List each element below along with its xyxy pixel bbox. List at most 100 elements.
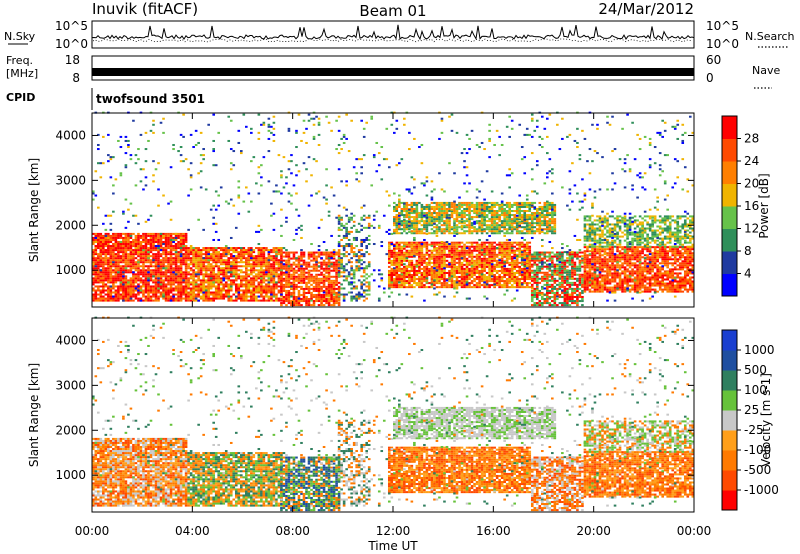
power-cell [157, 238, 160, 241]
power-cell [435, 243, 439, 246]
power-cell [129, 257, 133, 260]
power-cell [500, 245, 504, 248]
power-cell [470, 280, 474, 283]
power-cell [485, 253, 489, 256]
power-cell [535, 218, 539, 221]
power-cell [302, 273, 306, 276]
power-cell [142, 251, 145, 254]
power-cell [99, 295, 103, 298]
power-cell [327, 251, 331, 254]
power-cell [395, 271, 399, 274]
power-cell [475, 276, 479, 279]
power-cell [229, 267, 233, 270]
power-cell [242, 297, 246, 300]
power-cell [124, 251, 128, 254]
power-cell [149, 234, 153, 237]
power-cell [515, 218, 519, 221]
power-cell [149, 291, 153, 294]
power-cell [94, 277, 98, 280]
power-cell [112, 279, 115, 282]
power-cell [265, 295, 268, 298]
power-cell [488, 243, 491, 246]
power-cell [119, 293, 123, 296]
power-cell [147, 238, 150, 241]
power-cell [325, 253, 328, 256]
power-cell [250, 295, 253, 298]
power-cell [523, 222, 527, 225]
power-cell [312, 253, 316, 256]
power-cell [332, 287, 336, 290]
power-cell [543, 255, 547, 258]
power-cell [525, 265, 529, 268]
power-cell [488, 271, 491, 274]
power-cell [239, 285, 243, 288]
power-cell [124, 271, 128, 274]
power-cell [307, 291, 311, 294]
power-cell [395, 278, 399, 281]
power-cell [350, 283, 353, 286]
power-cell [300, 275, 303, 278]
power-cell [265, 289, 268, 292]
power-cell [317, 251, 321, 254]
power-cell [282, 259, 286, 262]
power-cell [295, 298, 298, 301]
power-cell [561, 267, 564, 270]
power-cell [214, 297, 218, 300]
power-cell [242, 255, 246, 258]
power-cell [485, 276, 489, 279]
power-cell [473, 228, 476, 231]
power-cell [530, 216, 534, 219]
power-cell [460, 269, 464, 272]
power-cell [367, 234, 371, 237]
power-cell [267, 295, 271, 298]
power-cell [184, 234, 188, 237]
power-cell [149, 261, 153, 264]
power-cell [405, 210, 409, 213]
power-cell [400, 220, 404, 223]
power-cell [428, 203, 431, 206]
power-cell [440, 228, 444, 231]
power-cell [408, 228, 411, 231]
power-cell [450, 257, 454, 260]
power-cell [262, 273, 266, 276]
power-cell [500, 257, 504, 260]
power-cell [503, 247, 506, 250]
power-cell [117, 265, 120, 268]
power-cell [277, 247, 281, 250]
power-cell [503, 276, 506, 279]
power-cell [99, 234, 103, 237]
power-cell [403, 226, 406, 229]
power-cell [450, 263, 454, 266]
power-cell [182, 249, 185, 252]
power-cell [500, 220, 504, 223]
power-cell [395, 205, 399, 208]
power-cell [440, 282, 444, 285]
power-cell [433, 247, 436, 250]
power-cell [465, 271, 469, 274]
power-cell [272, 261, 276, 264]
power-cell [535, 269, 539, 272]
power-cell [473, 278, 476, 281]
power-cell [546, 205, 549, 208]
power-cell [483, 210, 486, 213]
power-cell [520, 261, 524, 264]
power-cell [500, 222, 504, 225]
power-cell [480, 205, 484, 208]
power-cell [252, 281, 256, 284]
power-cell [169, 265, 173, 268]
power-cell [192, 251, 195, 254]
power-cell [204, 247, 208, 250]
power-cell [352, 285, 356, 288]
power-cell [420, 232, 424, 235]
power-cell [505, 201, 509, 204]
power-cell [423, 245, 426, 248]
power-cell [250, 277, 253, 280]
power-cell [347, 283, 351, 286]
power-cell [337, 275, 341, 278]
power-cell [132, 287, 135, 290]
power-cell [122, 249, 125, 252]
power-cell [187, 299, 190, 302]
power-cell [513, 271, 516, 274]
power-cell [455, 267, 459, 270]
power-cell [546, 226, 549, 229]
